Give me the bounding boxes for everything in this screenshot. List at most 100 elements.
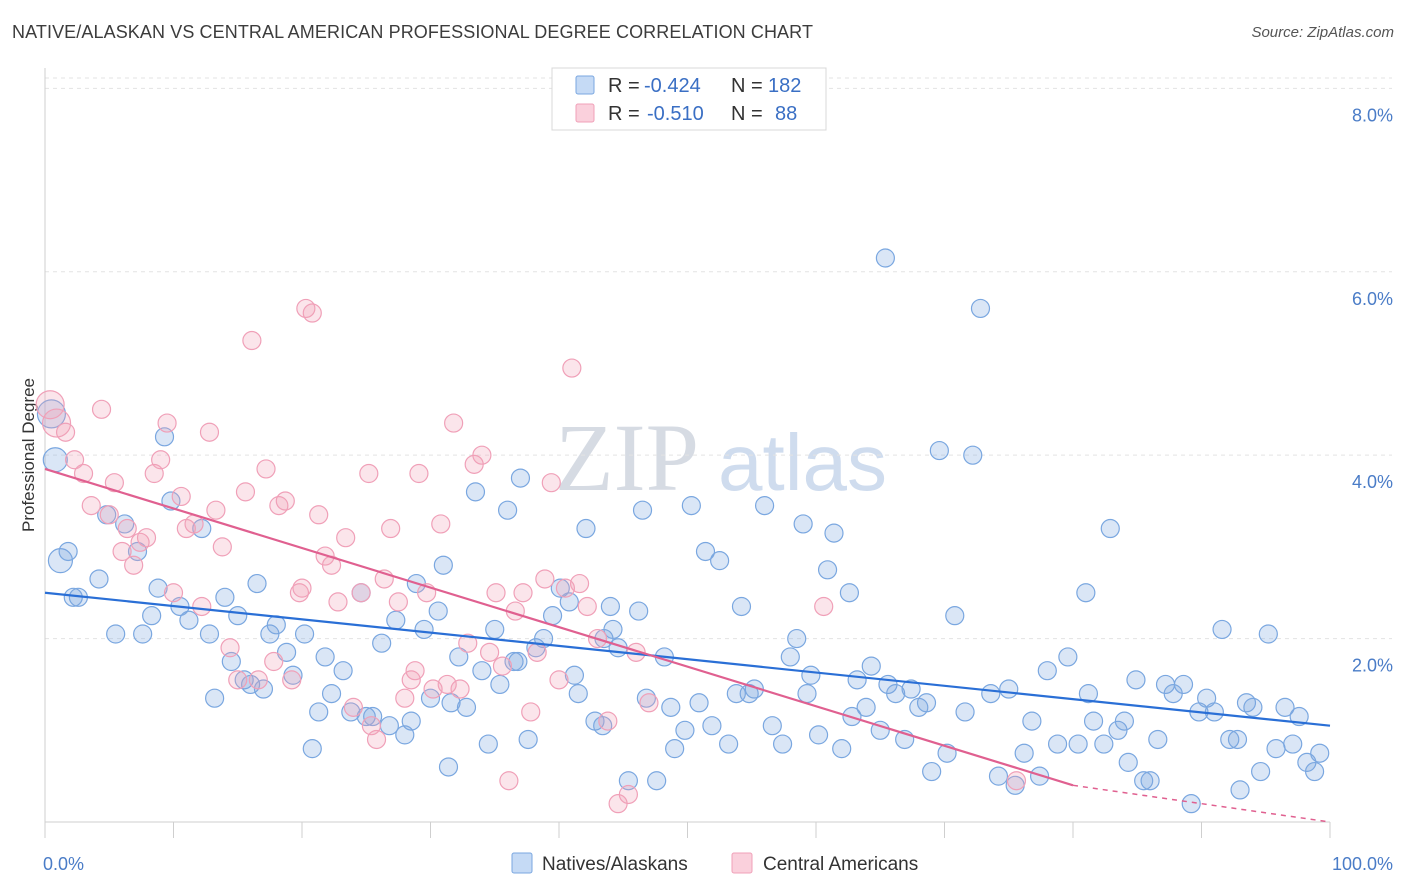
point-central-americans xyxy=(41,408,72,438)
point-natives-alaskans xyxy=(1230,780,1250,800)
point-central-americans xyxy=(228,670,248,690)
point-natives-alaskans xyxy=(970,298,991,319)
point-natives-alaskans xyxy=(1058,647,1078,667)
point-natives-alaskans xyxy=(550,578,570,598)
point-natives-alaskans xyxy=(510,468,531,488)
point-natives-alaskans xyxy=(801,665,821,685)
chart-source: Source: ZipAtlas.com xyxy=(1251,24,1394,41)
point-natives-alaskans xyxy=(1251,761,1271,782)
point-natives-alaskans xyxy=(1283,734,1303,754)
point-central-americans xyxy=(431,514,451,534)
point-central-americans xyxy=(91,399,112,419)
series-central-americans xyxy=(35,298,1027,814)
point-central-americans xyxy=(492,656,513,676)
point-natives-alaskans xyxy=(901,679,921,699)
series-natives-alaskans xyxy=(36,248,1330,814)
y-tick-label: 6.0% xyxy=(1352,289,1393,309)
point-natives-alaskans xyxy=(681,496,701,516)
point-natives-alaskans xyxy=(793,514,813,534)
point-natives-alaskans xyxy=(294,624,315,644)
point-natives-alaskans xyxy=(629,601,649,621)
point-natives-alaskans xyxy=(988,766,1009,786)
point-natives-alaskans xyxy=(1140,771,1160,791)
point-natives-alaskans xyxy=(603,619,623,640)
point-natives-alaskans xyxy=(1310,743,1330,763)
point-central-americans xyxy=(206,500,226,520)
point-natives-alaskans xyxy=(465,482,486,502)
legend-n-value-1: 182 xyxy=(768,75,801,97)
point-natives-alaskans xyxy=(179,610,199,630)
point-central-americans xyxy=(351,583,371,603)
legend-box xyxy=(551,67,827,131)
point-central-americans xyxy=(562,358,582,378)
point-central-americans xyxy=(395,688,415,708)
point-natives-alaskans xyxy=(449,647,469,667)
point-natives-alaskans xyxy=(472,661,492,681)
point-natives-alaskans xyxy=(1047,734,1068,754)
point-natives-alaskans xyxy=(875,248,895,268)
point-central-americans xyxy=(328,592,348,612)
point-natives-alaskans xyxy=(309,702,329,722)
trendline-central-americans-extension xyxy=(1072,784,1331,823)
point-central-americans xyxy=(157,413,177,433)
legend-r-value-2: -0.510 xyxy=(647,103,704,125)
axes xyxy=(44,68,1331,838)
point-natives-alaskans xyxy=(886,684,906,704)
point-natives-alaskans xyxy=(817,560,838,580)
point-natives-alaskans xyxy=(1126,670,1146,690)
point-natives-alaskans xyxy=(1148,729,1168,750)
bottom-legend-label-central: Central Americans xyxy=(763,854,918,875)
point-natives-alaskans xyxy=(1134,771,1154,791)
legend-swatch-pink xyxy=(575,103,595,123)
point-natives-alaskans xyxy=(710,551,730,571)
point-natives-alaskans xyxy=(1258,624,1278,644)
point-natives-alaskans xyxy=(797,684,817,704)
point-natives-alaskans xyxy=(428,601,448,621)
point-natives-alaskans xyxy=(253,679,274,699)
point-natives-alaskans xyxy=(1037,661,1057,681)
point-central-americans xyxy=(242,330,262,351)
watermark-atlas: atlas xyxy=(718,418,887,507)
x-tick-label-right: 100.0% xyxy=(1332,854,1393,874)
point-natives-alaskans xyxy=(1078,684,1099,704)
point-central-americans xyxy=(409,463,429,484)
point-central-americans xyxy=(437,674,457,695)
point-natives-alaskans xyxy=(787,628,807,649)
bottom-legend-swatch-pink xyxy=(731,852,753,874)
point-natives-alaskans xyxy=(1083,711,1104,731)
point-central-americans xyxy=(450,679,470,699)
point-central-americans xyxy=(343,697,363,717)
point-central-americans xyxy=(192,596,212,617)
point-natives-alaskans xyxy=(215,587,235,607)
point-natives-alaskans xyxy=(568,684,588,704)
point-natives-alaskans xyxy=(1100,518,1120,539)
point-natives-alaskans xyxy=(228,606,248,626)
point-central-americans xyxy=(235,482,256,502)
bottom-legend-swatch-blue xyxy=(511,852,533,874)
legend-r-label-2: R = xyxy=(608,103,640,125)
point-natives-alaskans xyxy=(564,665,585,685)
point-natives-alaskans xyxy=(808,725,829,745)
point-natives-alaskans xyxy=(576,518,596,539)
point-central-americans xyxy=(199,422,220,442)
point-natives-alaskans xyxy=(675,720,695,740)
point-natives-alaskans xyxy=(695,541,716,562)
y-tick-label: 8.0% xyxy=(1352,105,1393,125)
point-natives-alaskans xyxy=(333,661,353,681)
point-central-americans xyxy=(163,583,184,603)
trendline-central-americans xyxy=(44,467,1074,787)
point-central-americans xyxy=(359,463,379,484)
point-central-americans xyxy=(302,303,322,323)
point-natives-alaskans xyxy=(1118,752,1138,772)
point-central-americans xyxy=(212,537,232,557)
point-natives-alaskans xyxy=(702,716,722,736)
point-natives-alaskans xyxy=(1014,743,1034,763)
point-central-americans xyxy=(256,459,276,479)
point-central-americans xyxy=(486,583,506,603)
bottom-legend: Natives/Alaskans Central Americans xyxy=(511,852,918,875)
point-natives-alaskans xyxy=(661,697,681,717)
point-central-americans xyxy=(361,716,381,736)
legend-r-value-1: -0.424 xyxy=(644,75,701,97)
point-central-americans xyxy=(282,670,302,690)
point-natives-alaskans xyxy=(414,619,434,640)
